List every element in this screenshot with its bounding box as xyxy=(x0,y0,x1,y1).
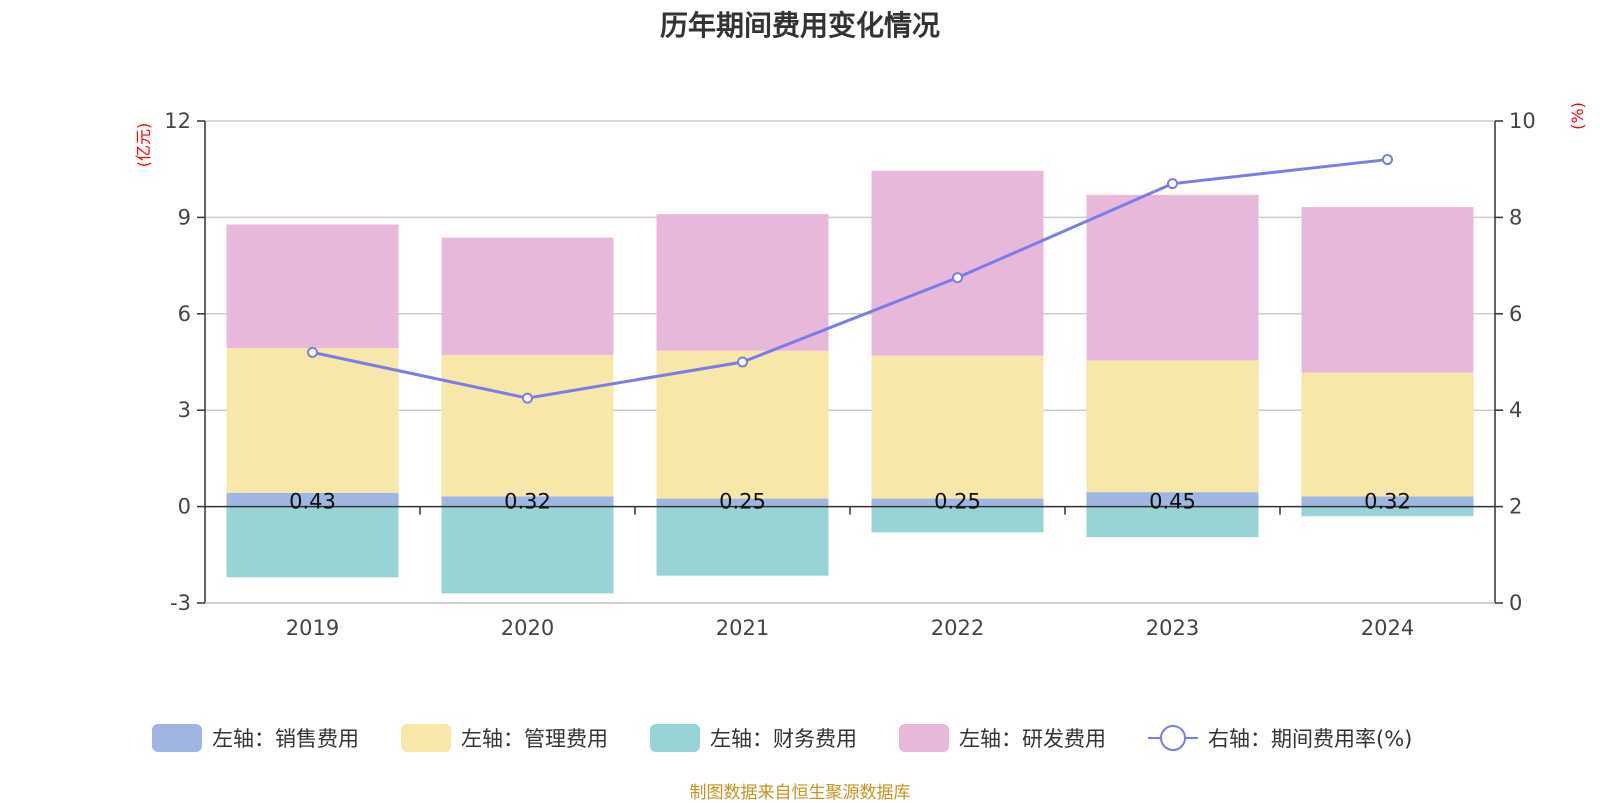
expense-ratio-line xyxy=(312,158,1388,400)
legend-swatch-1 xyxy=(401,724,451,752)
x-axis-tick-label: 2021 xyxy=(716,616,769,640)
sales-data-label: 0.25 xyxy=(719,490,766,514)
bar-2020-series-2 xyxy=(441,506,614,594)
legend-swatch-2 xyxy=(650,724,700,752)
legend-swatch-marker xyxy=(1160,725,1186,751)
legend-label-0: 左轴：销售费用 xyxy=(212,727,359,751)
left-axis-tick-label: 12 xyxy=(164,109,191,133)
legend-label-4: 右轴：期间费用率(%) xyxy=(1208,727,1412,751)
sales-data-label: 0.45 xyxy=(1149,490,1196,514)
right-axis-tick-label: 4 xyxy=(1509,398,1522,422)
bar-2020-series-3 xyxy=(441,237,614,355)
right-axis-tick-label: 2 xyxy=(1509,495,1522,519)
bar-2022-series-0 xyxy=(871,498,1044,507)
expense-ratio-point-2022 xyxy=(952,272,963,284)
left-axis-tick-label: 3 xyxy=(178,398,191,422)
right-axis-tick-label: 10 xyxy=(1509,109,1536,133)
legend-swatch-0 xyxy=(152,724,202,752)
bar-2023-series-0 xyxy=(1086,492,1259,507)
bar-2021-series-1 xyxy=(656,350,829,499)
bar-2021-series-3 xyxy=(656,214,829,351)
bar-2019-series-2 xyxy=(226,506,399,578)
bar-layer xyxy=(226,170,1474,594)
legend-swatch-3 xyxy=(899,724,949,752)
left-axis-unit: (亿元) xyxy=(134,123,153,168)
right-axis-unit: (%) xyxy=(1568,102,1587,130)
sales-data-label: 0.25 xyxy=(934,490,981,514)
left-axis-tick-label: -3 xyxy=(170,591,191,615)
bar-2022-series-1 xyxy=(871,355,1044,499)
legend-layer: 左轴：销售费用 左轴：管理费用 左轴：财务费用 左轴：研发费用 右轴：期间费用率(%) xyxy=(152,724,1412,752)
bar-2023-series-2 xyxy=(1086,506,1259,538)
expense-ratio-point-2024 xyxy=(1382,154,1393,166)
bar-2021-series-0 xyxy=(656,498,829,507)
right-axis-tick-label: 6 xyxy=(1509,302,1522,326)
bar-2022-series-3 xyxy=(871,170,1044,356)
bar-2019-series-3 xyxy=(226,224,399,349)
x-axis-tick-label: 2024 xyxy=(1361,616,1414,640)
bar-2020-series-0 xyxy=(441,496,614,507)
label-layer: 0.43 0.32 0.25 0.25 0.45 0.32 xyxy=(289,490,1411,514)
bar-2019-series-1 xyxy=(226,348,399,493)
bar-2021-series-2 xyxy=(656,506,829,576)
x-axis-tick-label: 2022 xyxy=(931,616,984,640)
x-axis-tick-label: 2019 xyxy=(286,616,339,640)
sales-data-label: 0.32 xyxy=(504,490,551,514)
expense-ratio-point-2021 xyxy=(737,356,748,368)
axis-layer: -3 0 3 6 9 12 0 2 4 6 8 10 2019 2020 2021 2022 2023 2024 (… xyxy=(134,102,1587,640)
sales-data-label: 0.32 xyxy=(1364,490,1411,514)
bar-2023-series-1 xyxy=(1086,360,1259,493)
legend-label-1: 左轴：管理费用 xyxy=(461,727,608,751)
right-axis-tick-label: 0 xyxy=(1509,591,1522,615)
right-axis-tick-label: 8 xyxy=(1509,205,1522,229)
bar-2024-series-3 xyxy=(1301,207,1474,373)
expense-ratio-point-2019 xyxy=(307,346,318,358)
bar-2020-series-1 xyxy=(441,354,614,497)
left-axis-tick-label: 6 xyxy=(178,302,191,326)
line-layer xyxy=(307,154,1393,404)
legend-label-3: 左轴：研发费用 xyxy=(959,727,1106,751)
x-axis-tick-label: 2023 xyxy=(1146,616,1199,640)
expense-ratio-point-2020 xyxy=(522,392,533,404)
bar-2023-series-3 xyxy=(1086,194,1259,361)
sales-data-label: 0.43 xyxy=(289,490,336,514)
source-note: 制图数据来自恒生聚源数据库 xyxy=(689,783,911,803)
bar-2024-series-2 xyxy=(1301,506,1474,517)
bar-2022-series-2 xyxy=(871,506,1044,533)
legend-label-2: 左轴：财务费用 xyxy=(710,727,857,751)
expense-ratio-point-2023 xyxy=(1167,178,1178,190)
bar-2019-series-0 xyxy=(226,492,399,507)
x-axis-tick-label: 2020 xyxy=(501,616,554,640)
bar-2024-series-0 xyxy=(1301,496,1474,507)
chart-title: 历年期间费用变化情况 xyxy=(659,9,940,42)
left-axis-tick-label: 9 xyxy=(178,205,191,229)
left-axis-tick-label: 0 xyxy=(178,495,191,519)
bar-2024-series-1 xyxy=(1301,372,1474,497)
